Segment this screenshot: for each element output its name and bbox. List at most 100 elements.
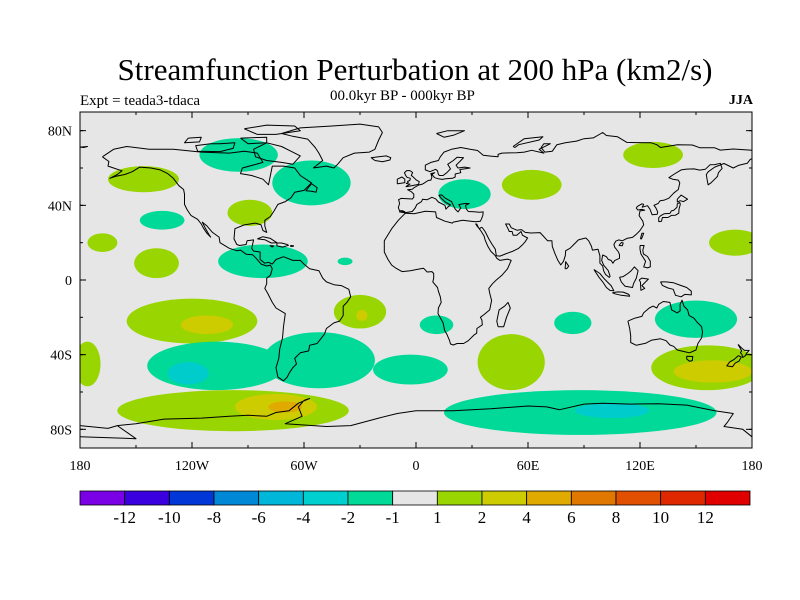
coastline: [436, 130, 465, 138]
colorbar-label: 6: [567, 508, 576, 527]
colorbar-label: -6: [252, 508, 266, 527]
colorbar-swatch: [481, 490, 528, 506]
coastline: [660, 281, 692, 298]
lon-tick-label: 180: [742, 459, 763, 474]
coastline: [80, 146, 88, 148]
coastline: [512, 136, 544, 148]
colorbar-swatch: [615, 490, 662, 506]
colorbar-swatch: [570, 490, 617, 506]
coastline: [276, 242, 289, 248]
anomaly-contour: [554, 311, 592, 335]
colorbar-swatch: [168, 490, 215, 506]
coastline: [639, 232, 645, 240]
experiment-label: Expt = teada3-tdaca: [80, 93, 201, 109]
period-label: 00.0kyr BP - 000kyr BP: [330, 88, 475, 104]
anomaly-contour: [709, 229, 752, 256]
colorbar-label: 1: [433, 508, 442, 527]
lat-tick-label: 40S: [50, 349, 72, 364]
coastline: [639, 245, 651, 269]
plot-title: Streamfunction Perturbation at 200 hPa (…: [117, 52, 713, 87]
coastline: [370, 155, 392, 163]
colorbar-swatch: [258, 490, 304, 506]
colorbar-swatch: [302, 490, 349, 506]
coastline: [244, 124, 301, 135]
anomaly-contour: [87, 233, 118, 253]
anomaly-contour: [80, 341, 101, 387]
coastline-layer: [80, 123, 752, 448]
lon-tick-label: 180: [70, 459, 91, 474]
coastline: [80, 398, 752, 440]
anomaly-contour: [107, 166, 179, 193]
lon-tick-label: 120W: [175, 459, 210, 474]
anomaly-contour: [134, 248, 179, 279]
colorbar-label: -1: [386, 508, 400, 527]
anomaly-contour: [268, 401, 303, 413]
coastline: [618, 242, 624, 247]
lat-tick-label: 80N: [48, 125, 72, 140]
coastline: [496, 301, 511, 328]
lat-tick-label: 40N: [48, 199, 72, 214]
colorbar-swatch: [526, 490, 572, 506]
colorbar-label: -12: [113, 508, 136, 527]
coastline: [726, 355, 742, 368]
anomaly-contour: [337, 257, 353, 266]
lon-tick-label: 120E: [625, 459, 655, 474]
anomaly-contour: [574, 403, 650, 419]
coastline: [281, 123, 383, 169]
coastline: [80, 425, 118, 429]
anomaly-contour: [673, 360, 752, 383]
anomaly-contour: [419, 315, 454, 335]
anomaly-contour: [227, 199, 273, 226]
colorbar-label: -10: [158, 508, 181, 527]
colorbar-label: -8: [207, 508, 221, 527]
colorbar-label: -2: [341, 508, 355, 527]
colorbar-label: 4: [522, 508, 531, 527]
colorbar-label: 2: [478, 508, 487, 527]
coastline: [658, 202, 681, 223]
coastline: [383, 132, 752, 346]
coastline: [564, 261, 570, 270]
coastline: [396, 176, 406, 185]
anomaly-contour: [373, 354, 448, 385]
lon-tick-label: 60E: [517, 459, 540, 474]
lon-tick-label: 0: [413, 459, 420, 474]
anomaly-contour: [262, 332, 375, 389]
colorbar-swatch: [213, 490, 260, 506]
lon-tick-label: 60W: [290, 459, 318, 474]
colorbar-swatch: [660, 490, 706, 506]
anomaly-contour: [167, 362, 209, 385]
anomaly-contour: [623, 141, 683, 168]
coastline: [612, 291, 631, 297]
coastline: [195, 142, 236, 153]
colorbar-label: 12: [697, 508, 714, 527]
colorbar-swatch: [79, 490, 126, 506]
colorbar-swatch: [124, 490, 170, 506]
coastline: [253, 142, 301, 165]
map-axes: 180 120W 60W 0 60E 120E 180 80N 40N 0 40S 80S: [48, 112, 763, 474]
coastline: [686, 355, 694, 362]
colorbar-label: -4: [296, 508, 311, 527]
coastline: [619, 266, 639, 288]
season-label: JJA: [728, 93, 753, 108]
colorbar-swatch: [392, 490, 438, 506]
colorbar-swatch: [704, 490, 751, 506]
coastline: [184, 136, 202, 144]
coastline: [403, 170, 420, 188]
colorbar-label: 10: [652, 508, 669, 527]
coastline: [737, 344, 750, 358]
lat-tick-label: 80S: [50, 423, 72, 438]
anomaly-contour: [356, 309, 368, 322]
anomaly-contour: [139, 210, 185, 230]
anomaly-contour: [654, 300, 738, 338]
coastline: [305, 183, 318, 193]
coastline: [269, 245, 275, 248]
coastline: [593, 269, 615, 292]
anomaly-contour: [438, 179, 491, 210]
anomaly-contour: [477, 334, 545, 391]
lat-tick-label: 0: [65, 274, 72, 289]
colorbar: -12 -10 -8 -6 -4 -2 -1 1 2 4 6 8 10 12: [79, 490, 751, 527]
coastline: [627, 299, 703, 354]
colorbar-label: 8: [612, 508, 621, 527]
anomaly-contour: [180, 315, 234, 335]
